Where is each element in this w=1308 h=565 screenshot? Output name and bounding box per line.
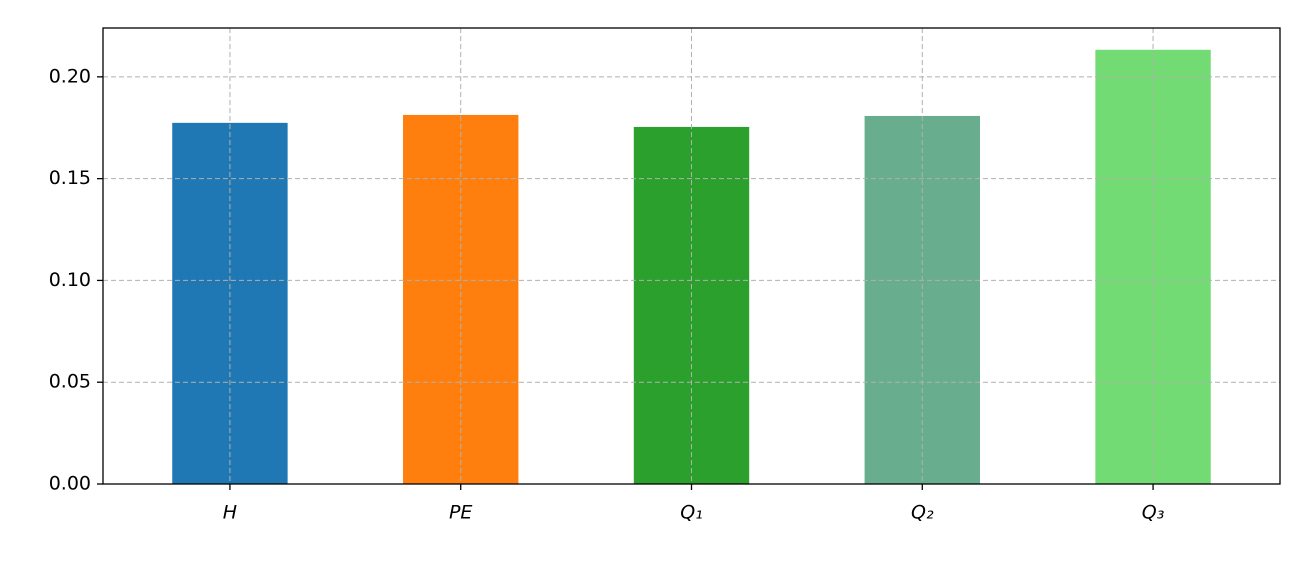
y-tick-label: 0.00 xyxy=(49,473,91,495)
x-tick-label: PE xyxy=(449,502,472,524)
overlay: 0.00 0.05 0.10 0.15 0.20 H PE Q₁ Q₂ Q₃ xyxy=(49,28,1280,524)
x-tick-label: H xyxy=(223,502,237,524)
y-tick-label: 0.10 xyxy=(49,269,91,291)
bar xyxy=(1095,49,1211,485)
y-tick-label: 0.15 xyxy=(49,167,91,189)
x-tick-label: Q₁ xyxy=(680,502,703,524)
plot-frame xyxy=(102,27,1281,485)
x-tick-label: Q₃ xyxy=(1142,502,1165,524)
y-tick-label: 0.20 xyxy=(49,65,91,87)
y-tick-label: 0.05 xyxy=(49,371,91,393)
x-tick-label: Q₂ xyxy=(911,502,934,524)
